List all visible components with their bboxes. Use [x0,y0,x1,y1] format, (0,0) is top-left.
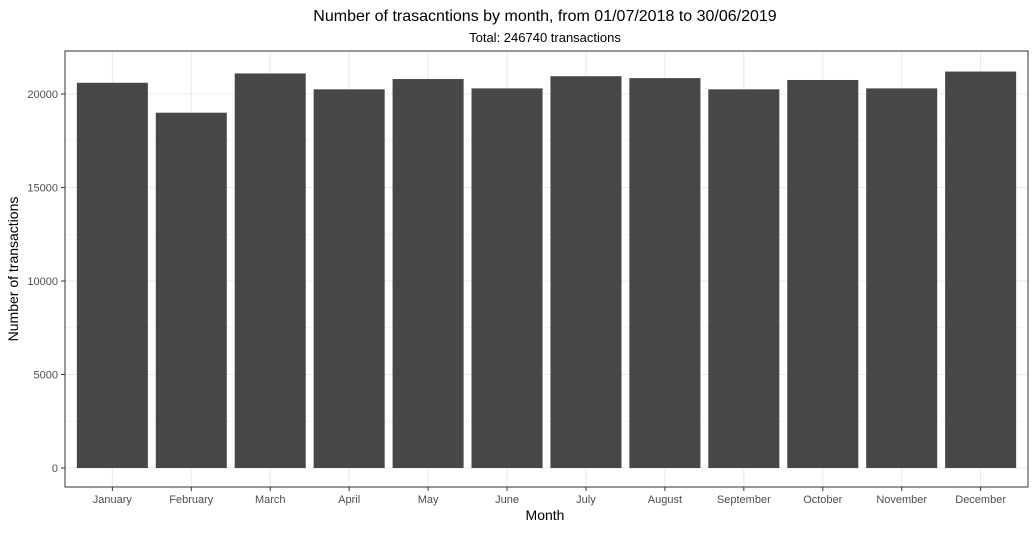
x-tick-label: January [93,494,133,506]
x-tick-label: August [648,494,682,506]
x-tick-label: May [418,494,439,506]
panel-border [64,50,1029,488]
chart-subtitle: Total: 246740 transactions [469,30,621,45]
x-tick-label: July [576,494,596,506]
chart-title: Number of trasacntions by month, from 01… [313,8,776,25]
bars [76,71,1017,469]
bar-march [234,73,306,469]
x-tick-label: December [955,494,1006,506]
y-tick-label: 10000 [27,276,58,288]
x-tick-label: October [803,494,842,506]
y-axis-title: Number of transactions [5,197,21,342]
x-tick-label: November [876,494,927,506]
x-tick-label: April [338,494,360,506]
bar-october [787,79,859,468]
x-tick-label: September [717,494,771,506]
bar-december [945,71,1017,468]
y-tick-label: 5000 [34,370,58,382]
bar-may [392,79,464,468]
y-tick-label: 0 [52,463,58,475]
bar-january [76,82,148,468]
x-tick-label: March [255,494,286,506]
x-axis-title: Month [526,507,565,523]
bar-february [155,112,227,468]
bar-april [313,89,385,468]
x-tick-label: February [169,494,214,506]
bar-august [629,78,701,468]
bar-september [708,89,780,468]
y-tick-label: 20000 [27,89,58,101]
axes: 0 5000 10000 15000 20000 January February March… [27,89,1006,506]
bar-november [866,88,938,468]
bar-june [471,88,543,468]
bar-july [550,76,622,469]
y-tick-label: 15000 [27,183,58,195]
x-tick-label: June [495,494,519,506]
